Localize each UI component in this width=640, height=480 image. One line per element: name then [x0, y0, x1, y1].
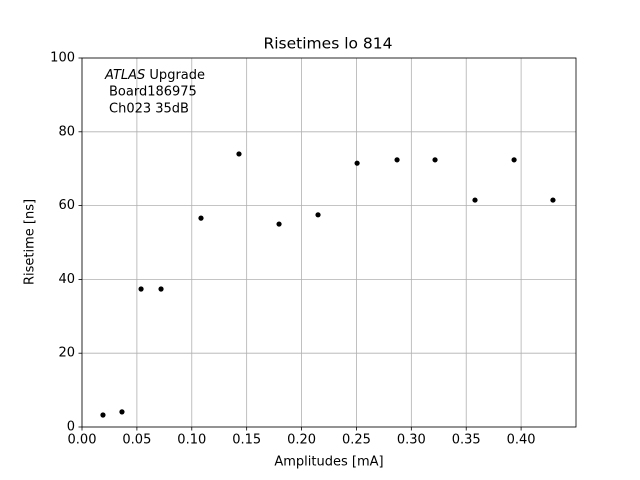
data-point: [138, 286, 144, 292]
data-point: [158, 286, 164, 292]
data-point: [472, 197, 478, 203]
annotation: ATLAS Upgrade: [104, 68, 205, 83]
y-tick-label: 60: [58, 198, 75, 213]
x-tick-label: 0.10: [177, 433, 206, 448]
data-point: [511, 157, 517, 163]
y-axis-label: Risetime [ns]: [23, 199, 38, 285]
data-point: [119, 409, 125, 415]
annotation: Board186975: [109, 85, 197, 100]
grid-layer: [81, 57, 576, 428]
data-point: [236, 151, 242, 157]
data-point: [276, 221, 282, 227]
axes-frame: [81, 57, 577, 428]
x-axis-label: Amplitudes [mA]: [274, 455, 383, 470]
x-tick-label: 0.35: [452, 433, 481, 448]
x-tick-label: 0.00: [68, 433, 97, 448]
data-point: [394, 157, 400, 163]
annotation: Ch023 35dB: [109, 102, 189, 117]
y-tick-label: 100: [50, 51, 75, 66]
y-tick-label: 80: [58, 124, 75, 139]
x-tick-label: 0.20: [287, 433, 316, 448]
x-tick-label: 0.30: [397, 433, 426, 448]
x-tick-label: 0.15: [232, 433, 261, 448]
x-tick-label: 0.05: [122, 433, 151, 448]
data-point: [432, 157, 438, 163]
data-point: [550, 197, 556, 203]
chart-title: Risetimes lo 814: [263, 35, 392, 53]
annotation-text: ATLAS: [104, 68, 145, 83]
y-tick-label: 40: [58, 272, 75, 287]
data-point: [354, 160, 360, 166]
x-tick-label: 0.40: [507, 433, 536, 448]
data-point: [198, 215, 204, 221]
data-point: [100, 412, 106, 418]
y-tick-label: 0: [67, 420, 75, 435]
y-tick-label: 20: [58, 346, 75, 361]
annotation-text: Upgrade: [149, 68, 205, 83]
data-point: [315, 212, 321, 218]
x-tick-label: 0.25: [342, 433, 371, 448]
